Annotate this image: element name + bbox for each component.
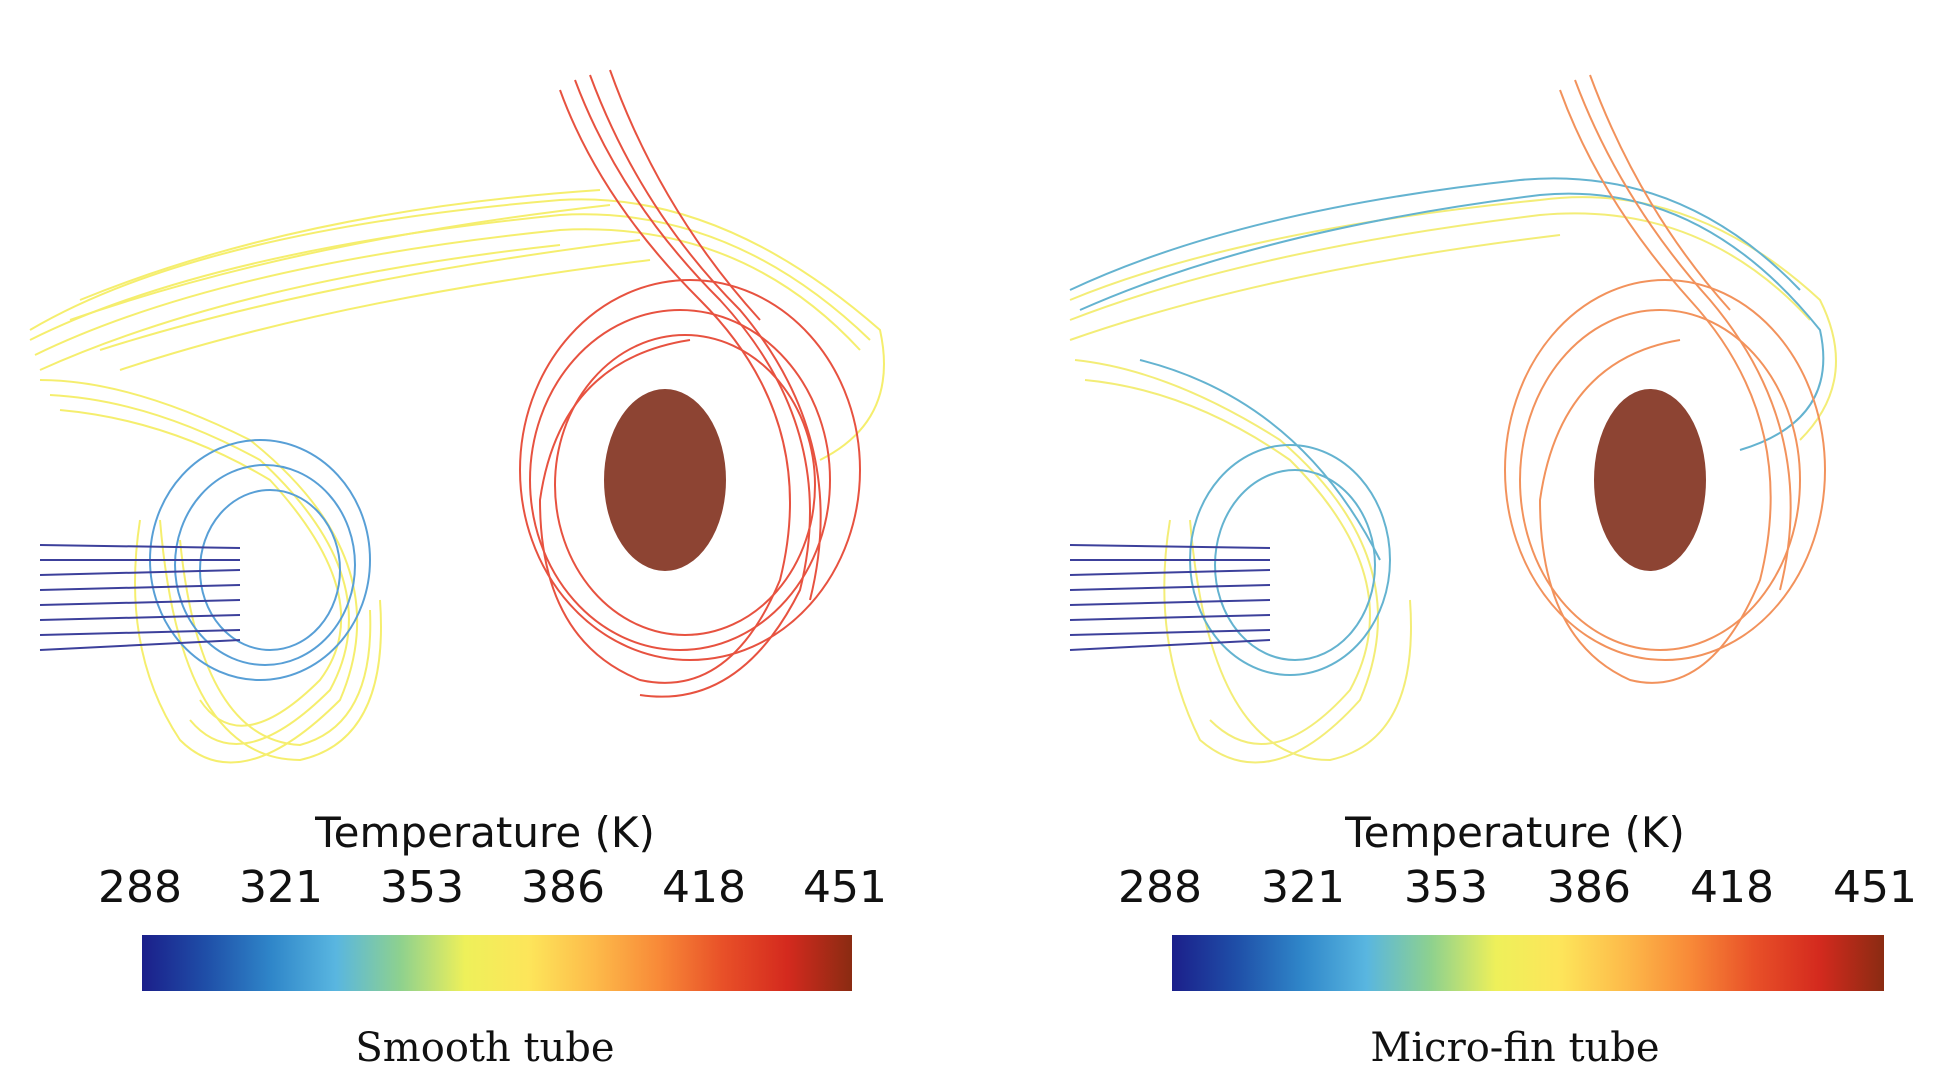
- outlet-disk: [1594, 389, 1706, 571]
- colorbar-tick: 386: [1547, 862, 1631, 913]
- panel-microfin-tube: Temperature (K) 288 321 353 386 418 451 …: [1040, 0, 1955, 1087]
- colorbar: [142, 935, 852, 991]
- blue-inlet-streamlines: [39, 544, 241, 651]
- streamline-render-smooth: [29, 69, 885, 764]
- colorbar-ticks: 288 321 353 386 418 451: [1118, 862, 1917, 913]
- colorbar-title: Temperature (K): [315, 808, 655, 857]
- outlet-disk: [604, 389, 726, 571]
- colorbar-title: Temperature (K): [1345, 808, 1685, 857]
- colorbar-tick: 288: [1118, 862, 1202, 913]
- colorbar-tick: 353: [1404, 862, 1488, 913]
- yellow-streamlines: [1069, 196, 1837, 764]
- panel-caption: Smooth tube: [355, 1025, 615, 1071]
- colorbar-tick: 321: [1261, 862, 1345, 913]
- panel-caption: Micro-fin tube: [1370, 1025, 1660, 1071]
- colorbar-tick: 451: [803, 862, 887, 913]
- panel-smooth-tube: Temperature (K) 288 321 353 386 418 451 …: [0, 0, 977, 1087]
- colorbar-tick: 418: [662, 862, 746, 913]
- colorbar-tick: 386: [521, 862, 605, 913]
- colorbar-tick: 353: [380, 862, 464, 913]
- colorbar-tick: 418: [1690, 862, 1774, 913]
- blue-inlet-streamlines: [1069, 544, 1271, 651]
- streamline-render-microfin: [1069, 74, 1837, 764]
- colorbar: [1172, 935, 1884, 991]
- colorbar-tick: 288: [98, 862, 182, 913]
- colorbar-tick: 321: [239, 862, 323, 913]
- orange-streamlines: [1504, 74, 1826, 684]
- teal-streamlines: [1069, 177, 1825, 676]
- colorbar-tick: 451: [1833, 862, 1917, 913]
- yellow-streamlines: [29, 189, 885, 764]
- colorbar-ticks: 288 321 353 386 418 451: [98, 862, 887, 913]
- red-streamlines: [519, 69, 861, 698]
